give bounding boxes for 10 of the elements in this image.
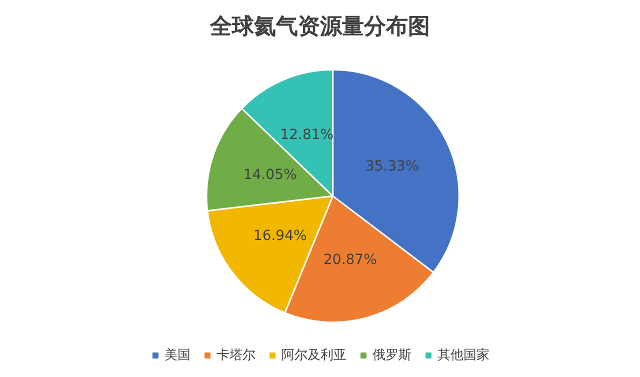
data-label: 14.05% xyxy=(243,166,297,183)
data-label: 35.33% xyxy=(365,158,419,175)
legend-label: 俄罗斯 xyxy=(372,348,412,363)
legend-label: 阿尔及利亚 xyxy=(282,348,346,363)
legend-label: 其他国家 xyxy=(438,347,490,363)
chart-title: 全球氦气资源量分布图 xyxy=(209,14,430,38)
data-label: 20.87% xyxy=(324,252,377,268)
data-label: 16.94% xyxy=(253,228,307,244)
legend-label: 美国 xyxy=(164,347,190,363)
legend-label: 卡塔尔 xyxy=(216,348,256,363)
